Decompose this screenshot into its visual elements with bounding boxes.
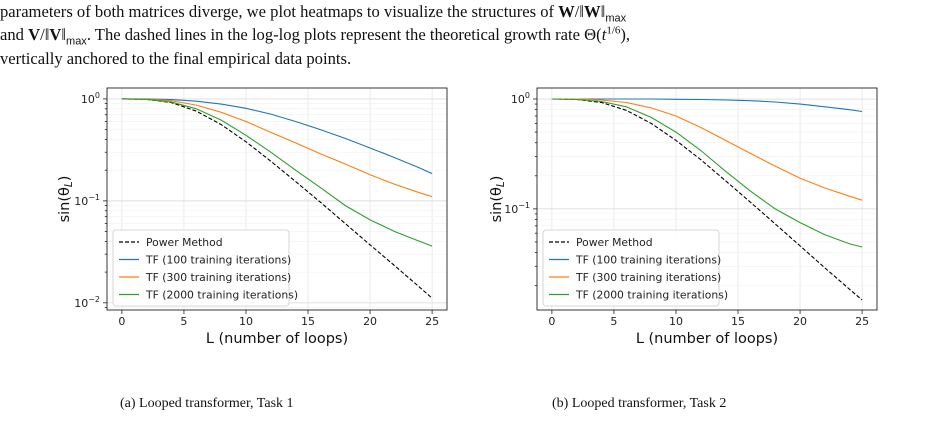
and-text: and — [0, 25, 29, 45]
paragraph-line-3: vertically anchored to the final empiric… — [0, 47, 946, 70]
y-tick-label: 10−1 — [74, 193, 100, 208]
series-line-2 — [551, 98, 863, 201]
x-tick-label: 0 — [118, 315, 125, 328]
plot-area: 0 5 10 15 20 25 100 10−1 L (number of loops) sin(… — [489, 87, 878, 347]
y-tick-label: 100 — [81, 91, 100, 106]
legend-label-0: Power Method — [146, 236, 223, 249]
var-t: t — [601, 25, 607, 45]
matrix-v-norm: V — [49, 25, 62, 45]
x-tick-label: 15 — [301, 315, 315, 328]
paragraph-line-2: and V/‖V‖max. The dashed lines in the lo… — [0, 23, 946, 48]
legend-label-2: TF (300 training iterations) — [575, 271, 721, 284]
norm-open-v: /‖ — [40, 25, 50, 45]
axes-frame — [106, 87, 448, 311]
x-tick-label: 20 — [793, 315, 807, 328]
legend-box — [542, 229, 720, 307]
x-axis-label: L (number of loops) — [206, 331, 348, 347]
series-line-2 — [121, 98, 433, 198]
matrix-w-norm: W — [584, 2, 601, 21]
x-tick-label: 5 — [180, 315, 187, 328]
series-line-1 — [121, 98, 433, 175]
chart-task-1: 0 5 10 15 20 25 100 10−1 10−2 L (number of loops)… — [57, 87, 448, 347]
x-tick-label: 25 — [425, 315, 439, 328]
body-paragraph: parameters of both matrices diverge, we … — [0, 0, 946, 70]
y-tick-label: 100 — [511, 91, 530, 106]
series-line-3 — [121, 98, 433, 247]
x-tick-label: 10 — [239, 315, 253, 328]
chart-task-2: 0 5 10 15 20 25 100 10−1 L (number of loops) sin(… — [489, 87, 878, 347]
legend-label-3: TF (2000 training iterations) — [145, 289, 298, 302]
matrix-v: V — [28, 25, 41, 45]
max-subscript-v: max — [66, 35, 87, 48]
line1-text: parameters of both matrices diverge, we … — [0, 2, 559, 21]
legend-label-0: Power Method — [576, 236, 653, 249]
caption-b: (b) Looped transformer, Task 2 — [552, 396, 727, 411]
legend-label-3: TF (2000 training iterations) — [575, 289, 728, 302]
x-tick-label: 0 — [548, 315, 555, 328]
legend-label-1: TF (100 training iterations) — [575, 254, 721, 267]
x-tick-label: 5 — [610, 315, 617, 328]
matrix-w: W — [558, 2, 575, 21]
close-paren: ), — [620, 25, 631, 45]
series-line-0 — [121, 98, 433, 299]
y-tick-label: 10−1 — [504, 201, 530, 216]
y-axis-label: sin(θL) — [57, 176, 75, 223]
x-axis-label: L (number of loops) — [636, 331, 778, 347]
x-tick-label: 25 — [855, 315, 869, 328]
x-tick-label: 10 — [669, 315, 683, 328]
norm-close: ‖ — [600, 2, 606, 21]
x-tick-label: 15 — [731, 315, 745, 328]
legend-label-2: TF (300 training iterations) — [145, 271, 291, 284]
series-line-0 — [551, 98, 863, 301]
caption-a: (a) Looped transformer, Task 1 — [120, 396, 294, 411]
y-tick-label: 10−2 — [74, 295, 100, 310]
line3-text: vertically anchored to the final empiric… — [0, 48, 352, 68]
paragraph-line-1: parameters of both matrices diverge, we … — [0, 0, 946, 25]
norm-open: /‖ — [574, 2, 585, 21]
legend-box — [112, 229, 290, 307]
line2-text: . The dashed lines in the log-log plots … — [86, 25, 602, 45]
plot-area: 0 5 10 15 20 25 100 10−1 10−2 L (number of loops)… — [57, 87, 448, 347]
t-exponent: 1/6 — [606, 24, 621, 37]
x-tick-label: 20 — [363, 315, 377, 328]
legend-label-1: TF (100 training iterations) — [145, 254, 291, 267]
axes-frame — [536, 87, 878, 311]
max-subscript: max — [605, 12, 627, 25]
series-line-1 — [551, 98, 863, 113]
series-line-3 — [551, 98, 863, 248]
norm-close-v: ‖ — [61, 25, 67, 45]
y-axis-label: sin(θL) — [489, 176, 507, 223]
